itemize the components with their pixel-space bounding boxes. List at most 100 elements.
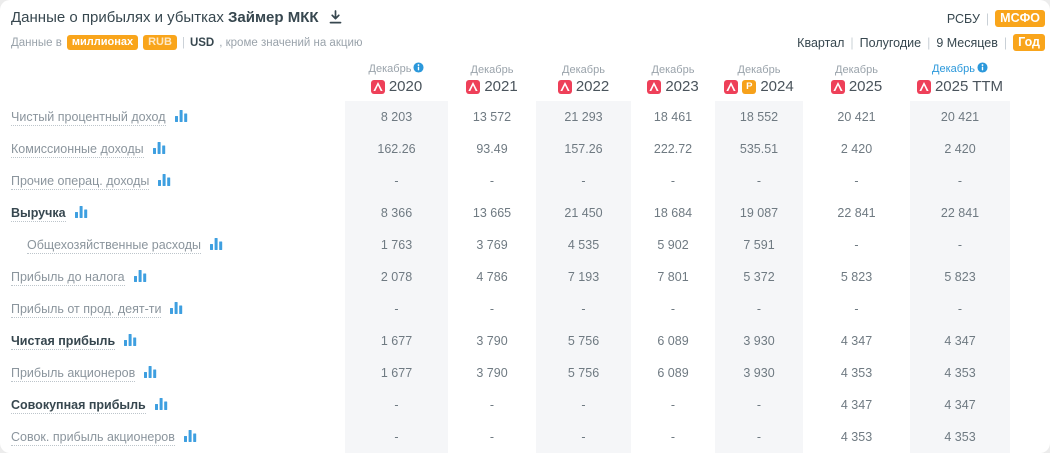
value-cell: 4 353	[840, 430, 873, 444]
column-year-label: 2021	[484, 78, 518, 95]
bar-chart-icon[interactable]	[133, 269, 147, 286]
row-label[interactable]: Прибыль до налога	[11, 269, 125, 286]
pdf-icon[interactable]	[466, 79, 481, 94]
value-cell: 6 089	[657, 366, 689, 380]
value-cell: -	[854, 238, 859, 252]
value-cell: 5 756	[536, 357, 631, 389]
row-label-cell: Прибыль до налога	[0, 261, 345, 293]
bar-chart-icon[interactable]	[158, 173, 171, 190]
pdf-icon[interactable]	[370, 79, 385, 94]
column-month-label: Декабрь	[470, 64, 514, 76]
value-cell: 3 790	[476, 334, 508, 348]
column-year-line: 2025 TTM	[910, 78, 1010, 95]
row-label[interactable]: Чистый процентный доход	[11, 109, 166, 126]
row-label-cell: Выручка	[0, 197, 345, 229]
bar-chart-icon[interactable]	[170, 301, 183, 318]
column-month-line: Декабрь	[715, 64, 803, 76]
column-header-row: Декабрь 2020 Декабрь 2021 Декабрь 2022 Декабрь…	[0, 55, 1010, 101]
column-month-label: Декабрь	[737, 64, 781, 76]
info-icon[interactable]	[977, 62, 988, 76]
column-month-label: Декабрь	[835, 64, 878, 76]
value-cell: 7 801	[657, 270, 689, 284]
period-9months[interactable]: 9 Месяцев	[936, 35, 998, 50]
financials-table: Декабрь 2020 Декабрь 2021 Декабрь 2022 Декабрь…	[0, 55, 1010, 453]
period-year-selected[interactable]: Год	[1013, 34, 1045, 51]
period-quarter[interactable]: Квартал	[797, 35, 845, 50]
download-icon[interactable]	[329, 10, 342, 28]
row-label[interactable]: Чистая прибыль	[11, 333, 116, 350]
presentation-icon[interactable]: P	[742, 79, 757, 94]
row-label[interactable]: Совок. прибыль акционеров	[11, 429, 175, 446]
value-cell: 22 841	[837, 206, 876, 220]
row-label[interactable]: Прибыль акционеров	[11, 365, 136, 382]
company-name: Займер МКК	[228, 9, 319, 26]
standard-msfo-selected[interactable]: МСФО	[995, 10, 1045, 27]
units-millions-badge[interactable]: миллионах	[66, 35, 139, 50]
pdf-icon[interactable]	[916, 79, 931, 94]
bar-chart-icon[interactable]	[154, 397, 168, 414]
value-cell: -	[536, 389, 631, 421]
row-label[interactable]: Прочие операц. доходы	[11, 173, 150, 190]
row-label-cell: Чистый процентный доход	[0, 101, 345, 133]
row-label[interactable]: Прибыль от прод. деят-ти	[11, 301, 162, 318]
currency-usd[interactable]: USD	[189, 36, 215, 49]
pdf-icon[interactable]	[724, 79, 739, 94]
value-cell: -	[670, 398, 676, 412]
value-cell: 4 347	[910, 389, 1010, 421]
row-label[interactable]: Комиссионные доходы	[11, 141, 144, 158]
column-year-line: 2021	[448, 78, 536, 95]
value-cell: 1 677	[345, 357, 448, 389]
table-row: Общехозяйственные расходы 1 763 3 769 4 535…	[0, 229, 1010, 261]
bar-chart-icon[interactable]	[74, 205, 88, 222]
row-label[interactable]: Совокупная прибыль	[11, 397, 146, 414]
value-cell: -	[536, 421, 631, 453]
bar-chart-icon[interactable]	[183, 429, 197, 446]
value-cell: 4 347	[840, 334, 873, 348]
column-header-2021: Декабрь 2021	[448, 55, 536, 101]
info-icon[interactable]	[413, 62, 424, 76]
value-cell: 5 756	[536, 325, 631, 357]
divider: |	[1003, 35, 1008, 50]
value-cell: 22 841	[910, 197, 1010, 229]
period-halfyear[interactable]: Полугодие	[859, 35, 922, 50]
currency-rub-selected[interactable]: RUB	[143, 35, 177, 50]
row-label[interactable]: Общехозяйственные расходы	[27, 237, 201, 254]
column-month-line: Декабрь	[910, 62, 1010, 76]
value-cell: 7 193	[536, 261, 631, 293]
pdf-icon[interactable]	[647, 79, 662, 94]
value-cell: 535.51	[715, 133, 803, 165]
bar-chart-icon[interactable]	[124, 333, 137, 350]
units-suffix: , кроме значений на акцию	[219, 36, 363, 49]
value-cell: -	[715, 389, 803, 421]
bar-chart-icon[interactable]	[209, 237, 223, 254]
row-label-cell: Комиссионные доходы	[0, 133, 345, 165]
value-cell: 222.72	[653, 142, 693, 156]
value-cell: 162.26	[345, 133, 448, 165]
header: Данные о прибылях и убытках Займер МКК Р…	[0, 0, 1050, 28]
table-row: Прибыль до налога 2 078 4 786 7 193 7 801 5 3…	[0, 261, 1010, 293]
value-cell: -	[670, 430, 676, 444]
column-year-label: 2025 TTM	[934, 78, 1004, 95]
column-month-label[interactable]: Декабрь	[932, 63, 975, 75]
table-row: Прибыль акционеров 1 677 3 790 5 756 6 089 3 …	[0, 357, 1010, 389]
bar-chart-icon[interactable]	[144, 365, 157, 382]
table-row: Чистая прибыль 1 677 3 790 5 756 6 089 3 930 4…	[0, 325, 1010, 357]
column-year-line: 2023	[631, 78, 715, 95]
value-cell: 5 902	[657, 238, 689, 252]
column-month-line: Декабрь	[631, 64, 715, 76]
value-cell: 18 552	[715, 101, 803, 133]
value-cell: 2 420	[840, 142, 873, 156]
bar-chart-icon[interactable]	[152, 141, 166, 158]
row-label[interactable]: Выручка	[11, 205, 66, 222]
value-cell: -	[489, 302, 495, 316]
value-cell: -	[910, 229, 1010, 261]
period-toggle: Квартал | Полугодие | 9 Месяцев | Год	[797, 34, 1045, 51]
value-cell: 20 421	[910, 101, 1010, 133]
pdf-icon[interactable]	[830, 79, 845, 94]
bar-chart-icon[interactable]	[174, 109, 188, 126]
value-cell: -	[910, 165, 1010, 197]
pdf-icon[interactable]	[557, 79, 572, 94]
value-cell: -	[536, 165, 631, 197]
column-month-label: Декабрь	[562, 64, 605, 76]
standard-rsbu[interactable]: РСБУ	[946, 11, 980, 26]
